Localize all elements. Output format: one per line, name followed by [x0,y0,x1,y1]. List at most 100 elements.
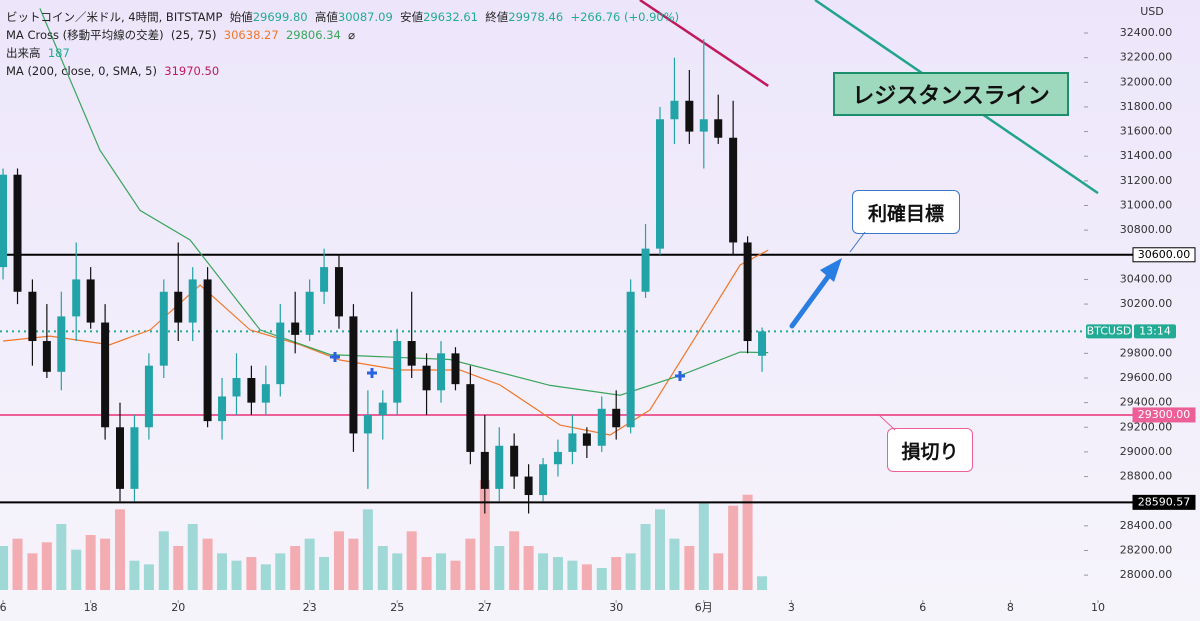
candle-body [641,248,650,292]
x-tick-label: 6 [919,601,926,614]
icon: ⌀ [348,28,356,42]
candle-body [334,267,343,317]
volume-bar [552,557,563,590]
x-tick-label: 25 [390,601,404,614]
value: 31970.50 [164,64,220,78]
candle-body [597,408,606,446]
arrow [789,258,842,329]
candle-body [582,433,591,446]
candle-body [218,396,227,422]
volume-bar [465,538,476,590]
volume-bar [85,535,96,590]
countdown-box [1134,324,1176,339]
candle-body [363,414,372,434]
legend-row: 出来高 187 [6,44,679,62]
candle-body [28,291,37,342]
candle-body [276,322,285,385]
volume-bar [611,557,622,590]
candle-body [57,316,66,372]
volume-bar [115,509,125,590]
volume-bar [275,553,286,590]
candle-body [305,291,314,335]
candle-body [758,331,767,356]
candle-body [480,451,489,489]
legend-row: MA Cross (移動平均線の交差) (25, 75) 30638.27 29… [6,26,679,44]
volume-bar [333,531,344,590]
legend-row: MA (200, close, 0, SMA, 5) 31970.50 [6,62,679,80]
volume-bar [523,546,534,590]
candle-body [437,353,446,391]
x-tick-label: 10 [1091,601,1105,614]
candle-body [378,402,387,415]
volume-bar [348,538,359,590]
candle-body [422,365,431,391]
x-tick-label: 30 [609,601,623,614]
price-label: 30600.00 [1138,248,1191,261]
price-label-box [1132,407,1196,423]
volume-bar [129,560,140,590]
x-tick-label: 8 [1007,601,1014,614]
x-tick-label: 6 [0,601,7,614]
y-tick-label: 28000.00 [1120,568,1173,581]
volume-bar [406,531,417,590]
volume-bar [377,546,388,590]
value: 187 [47,46,70,60]
candle-body [174,291,183,323]
y-tick-label: 30800.00 [1120,223,1173,236]
price-label-box [1132,247,1196,263]
volume-bar [509,531,520,590]
volume-bar [392,553,403,590]
volume-bar [450,560,461,590]
candle-body [612,408,621,428]
y-tick-label: 29200.00 [1120,420,1173,433]
label: 安値 [400,10,424,24]
indicator-line [39,8,769,396]
annotation: 損切り [887,428,973,472]
volume-bar [71,549,82,590]
y-tick-label: 29600.00 [1120,371,1173,384]
volume-bar [479,480,490,590]
volume-bar [640,524,651,590]
legend: ビットコイン／米ドル, 4時間, BITSTAMP 始値29699.80 高値3… [6,8,679,80]
y-tick-label: 31600.00 [1120,125,1173,138]
y-tick-label: 30400.00 [1120,272,1173,285]
volume-bar [757,576,768,590]
volume-bar [202,538,213,590]
volume-bar [260,564,271,590]
value: 29632.61 [423,10,478,24]
candle-body [451,353,460,385]
label: 終値 [485,10,509,24]
candle-body [144,365,153,428]
price-label: 28590.57 [1138,495,1191,508]
y-tick-label: 29800.00 [1120,346,1173,359]
volume-bar [56,524,67,590]
value: 29806.34 [285,28,341,42]
candle-body [0,174,8,268]
y-tick-label: 32000.00 [1120,75,1173,88]
volume-bar [567,560,578,590]
x-tick-label: 3 [788,601,795,614]
volume-bar [158,531,169,590]
y-tick-label: 32400.00 [1120,26,1173,39]
y-tick-label: 31200.00 [1120,174,1173,187]
value: 30087.09 [337,10,393,24]
label: 始値 [229,10,253,24]
candle-body [670,100,679,120]
symbol: ビットコイン／米ドル, 4時間, BITSTAMP [6,10,223,24]
annotation: 利確目標 [852,190,960,234]
volume-bar [538,553,549,590]
annotation: レジスタンスライン [833,72,1069,116]
volume-bar [41,542,52,590]
y-tick-label: 31800.00 [1120,100,1173,113]
volume-bar [246,557,257,590]
symbol-label: BTCUSD [1087,324,1132,337]
volume-bar [304,538,315,590]
volume-bar [12,538,23,590]
volume-bar [231,560,242,590]
candle-body [72,279,81,317]
volume-bar [362,509,373,590]
volume-bar [173,546,184,590]
cross-markers [330,352,685,381]
volume-bar [187,524,198,590]
